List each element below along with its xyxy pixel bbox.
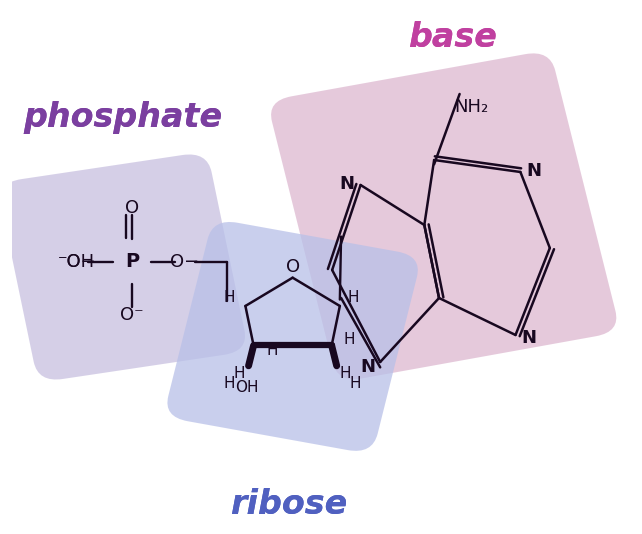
Text: H: H [350,376,361,391]
FancyBboxPatch shape [271,53,616,379]
Text: N: N [339,175,354,193]
Text: ribose: ribose [231,488,348,521]
Text: N: N [360,358,375,376]
Text: ribose: ribose [231,488,348,521]
Text: H: H [224,290,236,305]
Text: H: H [340,366,351,381]
Text: H: H [224,376,236,391]
Text: H: H [266,343,278,358]
Text: ⁻O−: ⁻O− [57,253,96,271]
Text: N: N [527,162,542,180]
Text: H: H [348,290,360,305]
Text: H: H [343,332,355,347]
Text: phosphate: phosphate [23,101,222,134]
Text: O⁻: O⁻ [120,306,144,324]
Text: P: P [125,252,139,271]
Text: OH: OH [236,380,259,395]
Text: N: N [522,328,537,347]
FancyBboxPatch shape [168,222,418,451]
Text: NH₂: NH₂ [454,98,488,116]
Text: H: H [234,366,245,381]
Text: phosphate: phosphate [23,101,222,134]
FancyBboxPatch shape [0,154,245,380]
Text: base: base [409,21,498,54]
Text: O−: O− [169,253,199,271]
Text: ⁻OH: ⁻OH [58,253,95,271]
Text: base: base [409,21,498,54]
Text: O: O [125,199,139,217]
Text: O: O [286,258,300,276]
